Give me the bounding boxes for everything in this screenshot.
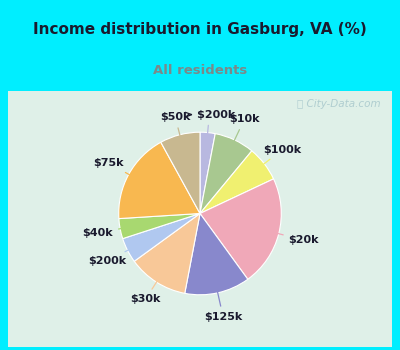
Text: $20k: $20k [267, 231, 319, 245]
Wedge shape [161, 132, 200, 214]
Text: $200k: $200k [88, 245, 138, 266]
Text: $50k: $50k [160, 112, 190, 146]
Wedge shape [134, 214, 200, 293]
Wedge shape [119, 214, 200, 239]
Wedge shape [200, 134, 252, 214]
Text: $10k: $10k [229, 114, 260, 150]
Text: > $200k: > $200k [184, 110, 235, 144]
Text: $40k: $40k [82, 226, 132, 238]
Wedge shape [200, 179, 281, 279]
Text: Income distribution in Gasburg, VA (%): Income distribution in Gasburg, VA (%) [33, 22, 367, 37]
Wedge shape [123, 214, 200, 261]
Wedge shape [119, 142, 200, 219]
Text: $125k: $125k [204, 281, 242, 322]
Wedge shape [200, 151, 274, 214]
Text: $100k: $100k [255, 145, 301, 171]
Wedge shape [200, 132, 215, 214]
Text: All residents: All residents [153, 64, 247, 77]
Wedge shape [185, 214, 248, 295]
Text: $30k: $30k [130, 272, 163, 304]
Text: ⓘ City-Data.com: ⓘ City-Data.com [297, 99, 380, 108]
Text: $75k: $75k [94, 158, 139, 180]
